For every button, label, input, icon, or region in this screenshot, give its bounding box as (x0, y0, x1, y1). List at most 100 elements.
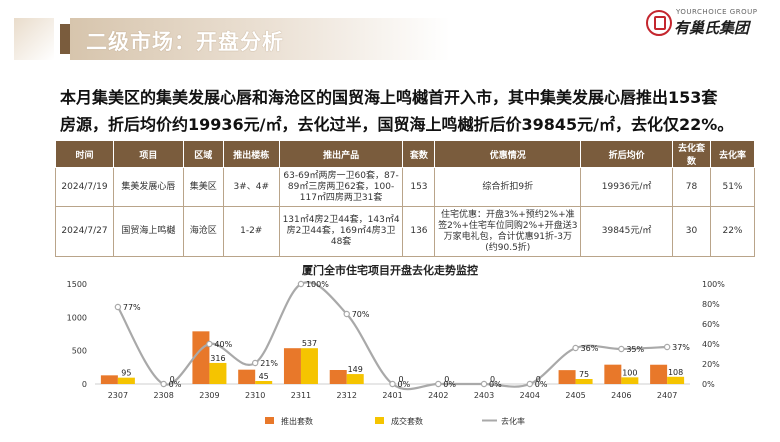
rate-data-label: 21% (260, 359, 278, 368)
bar-offered (604, 364, 622, 384)
bar-data-label: 0 (398, 375, 403, 384)
rate-point (297, 280, 305, 288)
rate-data-label: 0% (535, 380, 548, 389)
legend-label: 成交套数 (391, 416, 423, 426)
th-project: 项目 (112, 140, 184, 168)
y-right-tick: 20% (702, 360, 720, 369)
rate-point (663, 343, 671, 351)
bar-offered (650, 364, 668, 384)
x-tick-label: 2307 (108, 391, 128, 400)
title-accent-stripe (60, 24, 70, 54)
bar-sold (300, 348, 318, 384)
bar-data-label: 100 (622, 368, 637, 377)
rate-point (206, 340, 213, 348)
cell-product: 131㎡4房2卫44套，143㎡4房2卫44套，169㎡4房3卫48套 (278, 206, 404, 257)
title-bar (70, 18, 450, 60)
cell-project: 集美发展心唇 (112, 167, 184, 207)
cell-area: 海沧区 (182, 206, 224, 257)
x-tick-label: 2308 (153, 391, 173, 400)
opening-table: 时间 项目 区域 推出楼栋 推出产品 套数 优惠情况 折后均价 去化套数 去化率… (55, 140, 756, 257)
th-product: 推出产品 (278, 140, 404, 168)
table-row: 2024/7/27 国贸海上鸣樾 海沧区 1-2# 131㎡4房2卫44套，14… (55, 206, 756, 257)
y-left-tick: 1500 (67, 280, 87, 289)
rate-point (114, 303, 122, 311)
bar-sold (667, 376, 685, 384)
summary-line-2: 房源，折后均价约19936元/㎡，去化过半，国贸海上鸣樾折后价39845元/㎡，… (60, 115, 734, 134)
bar-sold (117, 377, 135, 384)
rate-data-label: 0% (398, 380, 411, 389)
bar-data-label: 108 (668, 368, 683, 377)
rate-data-label: 0% (489, 380, 502, 389)
title-decoration (14, 18, 54, 60)
x-tick-label: 2401 (382, 391, 402, 400)
page-title: 二级市场：开盘分析 (86, 30, 284, 54)
cell-time: 2024/7/19 (55, 167, 114, 207)
summary-line-1: 本月集美区的集美发展心唇和海沧区的国贸海上鸣樾首开入市，其中集美发展心唇推出15… (60, 88, 718, 107)
company-logo: YOURCHOICE GROUP 有巢氏集团 (646, 8, 766, 40)
rate-point (389, 380, 396, 388)
slide-header: 二级市场：开盘分析 YOURCHOICE GROUP 有巢氏集团 (0, 0, 780, 76)
logo-group-text: YOURCHOICE GROUP (676, 8, 758, 16)
rate-data-label: 40% (214, 340, 232, 349)
cell-price: 39845元/㎡ (580, 206, 674, 257)
bar-data-label: 75 (579, 370, 589, 379)
cell-building: 3#、4# (222, 167, 280, 207)
x-tick-label: 2406 (611, 391, 631, 400)
rate-point (435, 380, 442, 388)
bar-data-label: 316 (210, 354, 225, 363)
y-left-tick: 0 (82, 380, 87, 389)
rate-data-label: 100% (306, 280, 329, 289)
logo-icon (646, 10, 672, 36)
rate-point (160, 380, 167, 388)
th-rate: 去化率 (709, 140, 756, 168)
y-left-tick: 1000 (67, 313, 87, 322)
bar-data-label: 149 (348, 365, 363, 374)
bar-data-label: 0 (490, 375, 495, 384)
rate-data-label: 35% (626, 345, 644, 354)
logo-name-text: 有巢氏集团 (674, 19, 750, 37)
rate-point (572, 344, 579, 352)
y-left-tick: 500 (72, 347, 87, 356)
x-tick-label: 2312 (337, 391, 357, 400)
cell-area: 集美区 (182, 167, 224, 207)
bar-sold (209, 362, 227, 384)
th-building: 推出楼栋 (222, 140, 280, 168)
cell-building: 1-2# (222, 206, 280, 257)
rate-data-label: 0% (169, 380, 182, 389)
cell-sold: 78 (672, 167, 711, 207)
bar-offered (238, 369, 256, 384)
y-right-tick: 0% (702, 380, 715, 389)
x-tick-label: 2310 (245, 391, 265, 400)
x-tick-label: 2403 (474, 391, 494, 400)
y-right-tick: 60% (702, 320, 720, 329)
cell-discount: 住宅优惠：开盘3%+预约2%+准签2%+住宅车位同购2%+开盘送3万家电礼包，合… (434, 206, 582, 257)
legend-swatch (265, 417, 274, 424)
bar-sold (575, 379, 593, 384)
cell-rate: 51% (709, 167, 756, 207)
x-tick-label: 2309 (199, 391, 219, 400)
bar-data-label: 45 (259, 372, 269, 381)
table-header-row: 时间 项目 区域 推出楼栋 推出产品 套数 优惠情况 折后均价 去化套数 去化率 (55, 140, 756, 168)
x-tick-label: 2402 (428, 391, 448, 400)
cell-discount: 综合折扣9折 (434, 167, 582, 207)
th-units: 套数 (402, 140, 436, 168)
summary-text: 本月集美区的集美发展心唇和海沧区的国贸海上鸣樾首开入市，其中集美发展心唇推出15… (60, 84, 760, 138)
th-sold: 去化套数 (672, 140, 711, 168)
cell-units: 136 (402, 206, 436, 257)
bar-data-label: 0 (170, 375, 175, 384)
cell-rate: 22% (709, 206, 756, 257)
trend-chart: 厦门全市住宅项目开盘去化走势监控 95 0 316 45 537 149 0 0 0 0 75 100… (0, 258, 780, 438)
y-right-tick: 100% (702, 280, 725, 289)
bar-sold (255, 381, 273, 384)
chart-bars (100, 331, 685, 384)
bar-offered (192, 331, 210, 384)
bar-data-label: 0 (536, 375, 541, 384)
th-discount: 优惠情况 (434, 140, 582, 168)
rate-data-label: 37% (672, 343, 690, 352)
cell-sold: 30 (672, 206, 711, 257)
bar-offered (283, 348, 301, 384)
th-area: 区域 (182, 140, 224, 168)
x-tick-label: 2311 (291, 391, 311, 400)
bar-offered (100, 375, 118, 384)
